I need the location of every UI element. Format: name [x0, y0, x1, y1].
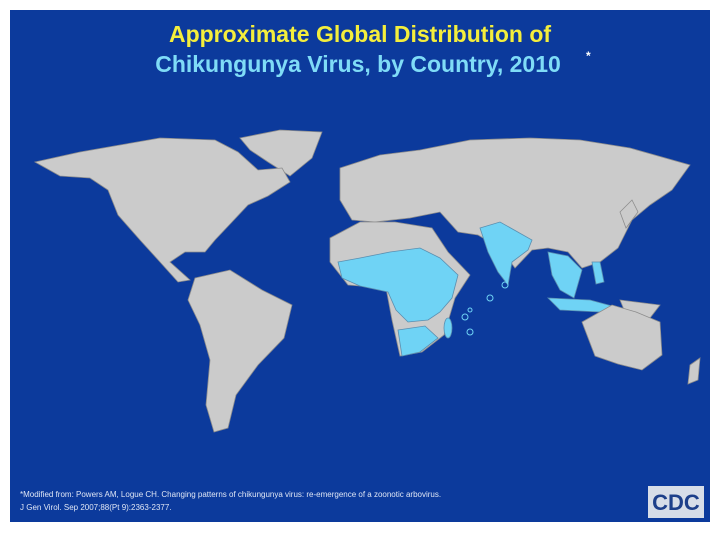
greenland [239, 129, 323, 177]
philippines [591, 261, 605, 285]
new-zealand [687, 357, 701, 385]
island [461, 313, 469, 321]
world-map [33, 129, 701, 433]
title-line-2: Chikungunya Virus, by Country, 2010 [155, 51, 561, 77]
affected-africa [337, 247, 459, 323]
island [467, 307, 473, 313]
affected-south-africa [397, 325, 439, 357]
southeast-asia [547, 251, 583, 299]
australia [581, 304, 663, 371]
footnote-line-1: *Modified from: Powers AM, Logue CH. Cha… [20, 490, 441, 499]
island [501, 281, 509, 289]
title-marker: * [586, 49, 591, 63]
india [479, 221, 533, 286]
title-line-1: Approximate Global Distribution of [169, 21, 551, 47]
island [486, 294, 494, 302]
cdc-logo: CDC [652, 490, 700, 515]
logo-box [648, 486, 704, 518]
north-america [33, 137, 291, 283]
footnote-line-2: J Gen Virol. Sep 2007;88(Pt 9):2363-2377… [20, 503, 172, 512]
europe-asia [339, 137, 691, 269]
south-america [187, 269, 293, 433]
japan [619, 199, 639, 229]
island [466, 328, 474, 336]
madagascar [443, 317, 453, 339]
